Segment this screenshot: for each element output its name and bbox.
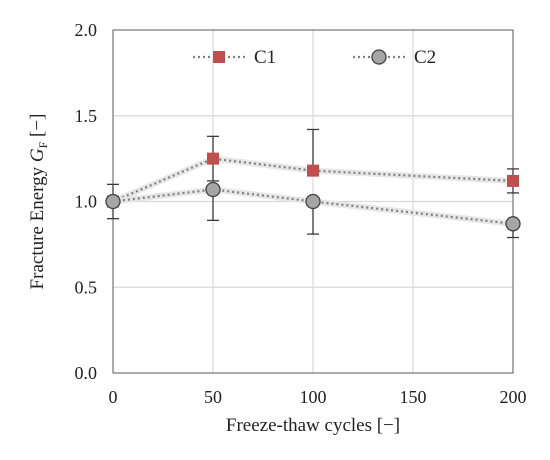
point-c1 [207, 152, 219, 165]
point-c1 [507, 174, 519, 187]
x-axis-label: Freeze-thaw cycles [−] [226, 415, 400, 436]
point-c1 [307, 164, 319, 177]
legend-marker [213, 51, 225, 63]
series-lines [111, 155, 514, 227]
x-tick-label: 0 [109, 387, 118, 407]
y-tick-label: 1.0 [75, 192, 98, 212]
y-axis-label-suffix: [−] [27, 114, 48, 142]
legend: C1 C2 [193, 47, 436, 68]
x-axis-tick-labels: 0 50 100 150 200 [109, 387, 527, 407]
y-axis-tick-labels: 0.0 0.5 1.0 1.5 2.0 [75, 20, 98, 383]
y-tick-label: 0.5 [75, 277, 98, 297]
point-c2 [205, 181, 221, 198]
point-c2 [105, 193, 121, 210]
x-tick-label: 100 [300, 387, 327, 407]
point-c2 [505, 216, 521, 232]
y-axis-label-subscript: F [36, 141, 50, 148]
x-tick-label: 200 [500, 387, 527, 407]
legend-label: C2 [414, 47, 436, 68]
series-markers [105, 152, 521, 232]
y-axis-label-symbol: G [27, 148, 48, 162]
series-line-shadow [111, 155, 514, 205]
y-axis-label-prefix: Fracture Energy [27, 162, 48, 289]
y-tick-label: 0.0 [75, 363, 98, 383]
legend-item-c2: C2 [353, 47, 436, 68]
point-c2 [305, 193, 321, 210]
series-line-c2 [112, 188, 514, 225]
y-axis-label: Fracture Energy GF [−] [27, 114, 50, 290]
x-tick-label: 150 [400, 387, 427, 407]
y-tick-label: 1.5 [75, 106, 98, 126]
legend-label: C1 [254, 47, 276, 68]
x-tick-label: 50 [204, 387, 222, 407]
legend-marker [371, 49, 387, 65]
legend-item-c1: C1 [193, 47, 276, 68]
y-tick-label: 2.0 [75, 20, 98, 40]
